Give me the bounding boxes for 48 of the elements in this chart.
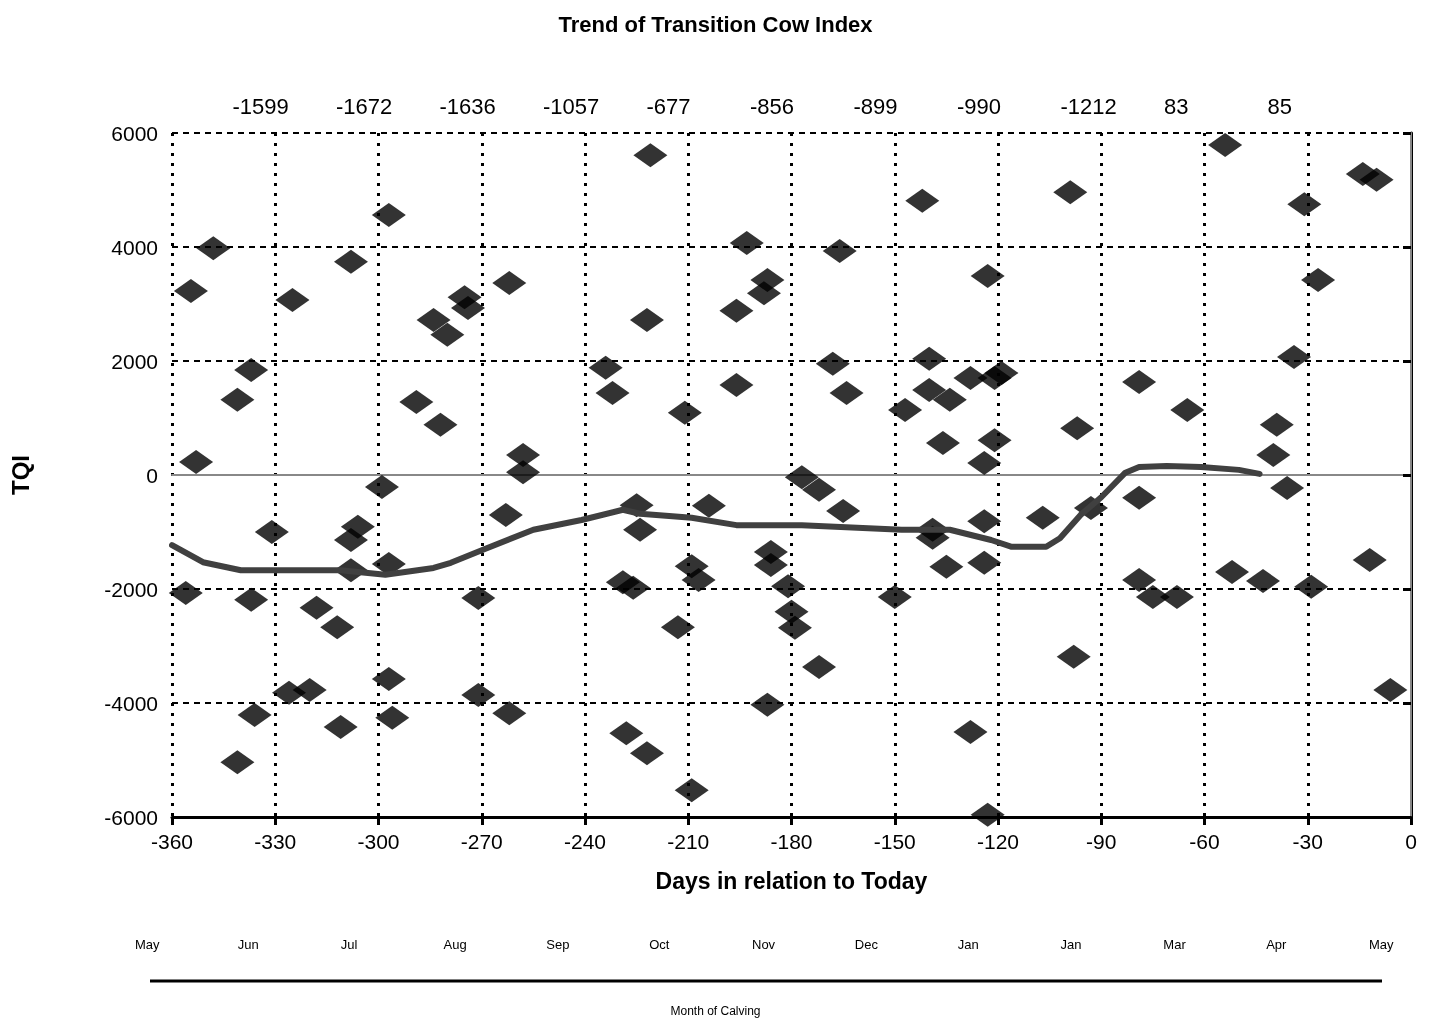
x-tick-label: -360 xyxy=(150,830,194,853)
y-tick-label: 4000 xyxy=(111,235,158,259)
text: -856 xyxy=(750,93,795,119)
x-tick-label: -150 xyxy=(873,830,916,853)
text: -1636 xyxy=(439,93,496,119)
text: 85 xyxy=(1267,93,1292,119)
x-tick-label: -30 xyxy=(1292,830,1323,853)
y-tick-label: -4000 xyxy=(104,691,158,715)
text: -677 xyxy=(646,93,691,119)
text: Oct xyxy=(649,937,670,952)
text: -1599 xyxy=(232,93,289,119)
x-tick-label: -240 xyxy=(563,830,607,853)
chart-title: Trend of Transition Cow Index xyxy=(558,11,874,37)
y-tick-label: -6000 xyxy=(104,805,158,829)
text: Jan xyxy=(1060,937,1082,952)
text: May xyxy=(135,937,161,952)
x-tick-label: -330 xyxy=(254,830,297,853)
text: 83 xyxy=(1164,93,1189,119)
x-tick-label: 0 xyxy=(1405,830,1417,853)
x-tick-label: -60 xyxy=(1189,830,1220,853)
text: -1212 xyxy=(1060,93,1117,119)
x-tick-label: -90 xyxy=(1086,830,1117,853)
x-tick-label: -270 xyxy=(460,830,503,853)
text: -899 xyxy=(853,93,898,119)
text: Jan xyxy=(957,937,979,952)
text: Jul xyxy=(340,937,358,952)
text: -1057 xyxy=(543,93,600,119)
text: Mar xyxy=(1163,937,1187,952)
x-tick-label: -210 xyxy=(667,830,710,853)
y-axis-title: TQI xyxy=(6,455,34,495)
x-tick-label: -300 xyxy=(357,830,400,853)
text: -990 xyxy=(957,93,1002,119)
text: Nov xyxy=(752,937,776,952)
text: Sep xyxy=(546,937,570,952)
x-tick-label: -180 xyxy=(770,830,813,853)
x-axis-title: Days in relation to Today xyxy=(655,867,928,894)
y-tick-label: 2000 xyxy=(111,349,158,373)
text: Month of Calving xyxy=(670,1004,761,1018)
text: Jun xyxy=(237,937,259,952)
y-tick-label: 6000 xyxy=(111,121,158,145)
text: May xyxy=(1369,937,1395,952)
text: -1672 xyxy=(336,93,393,119)
text: Aug xyxy=(443,937,467,952)
text: Apr xyxy=(1266,937,1288,952)
x-tick-label: -120 xyxy=(976,830,1020,853)
y-tick-label: -2000 xyxy=(104,577,158,601)
y-tick-label: 0 xyxy=(146,463,158,487)
text: Dec xyxy=(854,937,879,952)
